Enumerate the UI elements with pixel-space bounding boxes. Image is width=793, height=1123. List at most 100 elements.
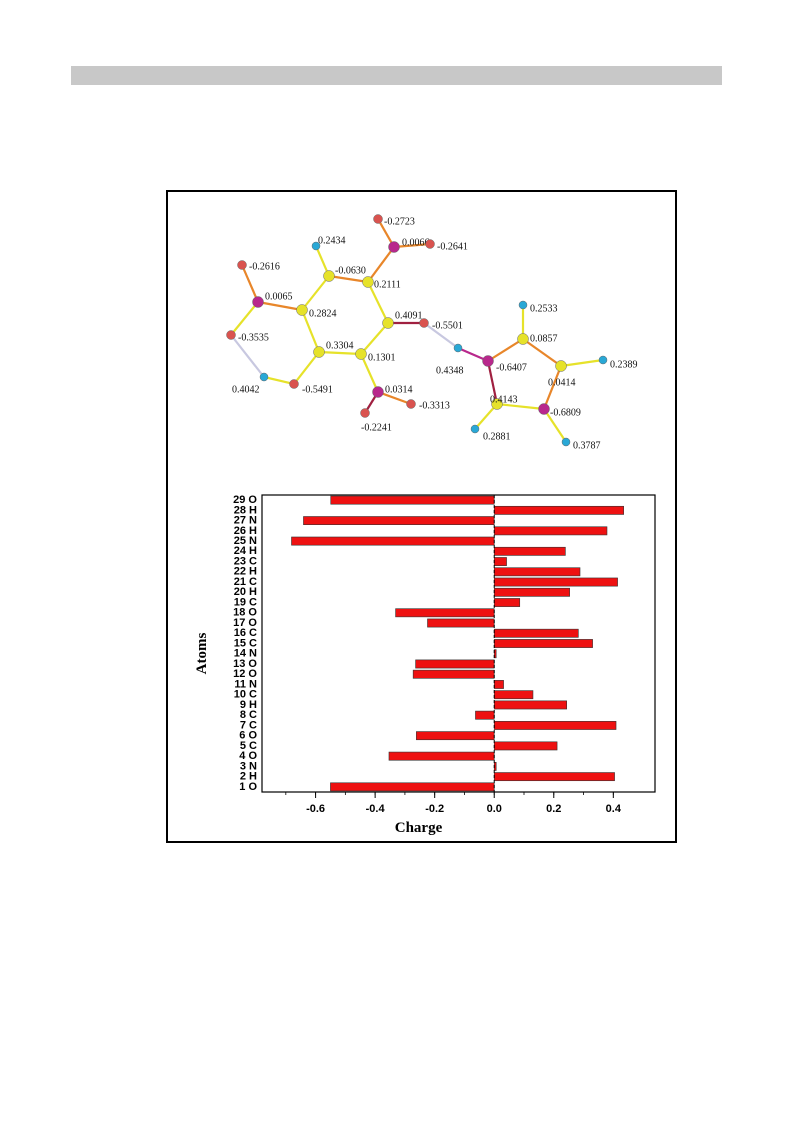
bar-15: [493, 639, 593, 648]
bar-20: [493, 587, 570, 597]
atom-3: [425, 239, 435, 249]
bar-24: [493, 546, 566, 556]
atom-charge-label-9: 0.2824: [309, 308, 337, 319]
atom-16: [289, 379, 299, 389]
bar-4: [388, 751, 495, 761]
atom-charge-label-1: -0.2723: [384, 216, 415, 227]
bar-6: [416, 731, 495, 741]
atom-charge-label-24: 0.0414: [548, 377, 576, 388]
atom-charge-label-25: 0.2389: [610, 359, 638, 370]
bond-a15-a16: [263, 375, 295, 386]
atom-4: [311, 241, 321, 251]
bond-a9-a13: [300, 309, 321, 353]
y-tick-label-29: 29 O: [233, 494, 257, 506]
atom-charge-label-19: -0.2241: [361, 422, 392, 433]
bar-11: [493, 680, 504, 689]
atom-25: [598, 355, 608, 365]
atom-1: [373, 214, 383, 224]
y-axis-title: Atoms: [194, 633, 210, 675]
atom-charge-label-3: -0.2641: [437, 241, 468, 252]
y-tick-label-22: 22 H: [234, 566, 257, 578]
bar-21: [493, 577, 618, 587]
bar-1: [330, 782, 495, 792]
atom-charge-label-7: -0.2616: [249, 261, 280, 272]
bar-22: [493, 567, 581, 577]
atom-charge-label-13: 0.3304: [326, 340, 354, 351]
y-tick-label-4: 4 O: [239, 750, 257, 762]
atom-27: [538, 403, 550, 415]
y-tick-label-7: 7 C: [240, 719, 257, 731]
bond-a21-a23: [487, 338, 524, 362]
bar-9: [493, 700, 567, 710]
y-tick-label-24: 24 H: [234, 545, 257, 557]
atom-2: [388, 241, 400, 253]
atom-13: [313, 346, 325, 358]
bar-8: [475, 710, 495, 720]
bar-10: [493, 690, 534, 700]
y-tick-label-12: 12 O: [233, 668, 257, 680]
bond-a27-a29: [543, 408, 567, 443]
bond-a2-a3: [393, 242, 431, 249]
x-tick-label-0: -0.6: [306, 803, 325, 815]
atom-14: [355, 348, 367, 360]
atom-29: [561, 437, 571, 447]
bond-a13-a14: [318, 350, 362, 356]
atom-20: [453, 343, 463, 353]
bond-a7-a8: [240, 264, 260, 303]
atom-charge-label-11: -0.5501: [432, 320, 463, 331]
atom-charge-label-27: -0.6809: [550, 407, 581, 418]
bar-26: [493, 526, 608, 536]
x-tick-label-1: -0.4: [366, 803, 386, 815]
y-tick-label-14: 14 N: [234, 648, 257, 660]
x-tick-label-4: 0.2: [546, 803, 561, 815]
figure-frame: -0.2723 0.0066 -0.2641 0.2434 -0.0630 0.2111 -…: [166, 190, 677, 843]
atom-charge-label-18: -0.3313: [419, 400, 450, 411]
y-tick-label-15: 15 C: [234, 637, 257, 649]
bar-5: [493, 741, 558, 751]
y-tick-label-27: 27 N: [234, 515, 257, 527]
atom-6: [362, 276, 374, 288]
y-tick-label-19: 19 C: [234, 596, 257, 608]
bonds: [230, 218, 604, 443]
atom-17: [372, 386, 384, 398]
atom-charge-label-17: 0.0314: [385, 384, 413, 395]
bond-a14-a17: [359, 353, 380, 393]
y-tick-label-11: 11 N: [234, 678, 257, 690]
bond-a6-a10: [367, 281, 389, 324]
bar-28: [493, 505, 624, 515]
y-tick-label-2: 2 H: [240, 771, 257, 783]
y-tick-label-18: 18 O: [233, 607, 257, 619]
atom-charge-label-8: 0.0065: [265, 291, 293, 302]
bond-a2-a6: [367, 246, 395, 283]
bar-18: [395, 608, 495, 618]
y-tick-label-26: 26 H: [234, 525, 257, 537]
y-tick-label-20: 20 H: [234, 586, 257, 598]
atom-charge-label-28: 0.2881: [483, 431, 511, 442]
atom-charge-label-26: 0.4143: [490, 394, 518, 405]
y-tick-label-1: 1 O: [239, 781, 257, 793]
atom-charge-label-5: -0.0630: [335, 265, 366, 276]
atom-charge-label-10: 0.4091: [395, 310, 423, 321]
atom-23: [517, 333, 529, 345]
bond-a11-a20: [423, 322, 459, 349]
bar-13: [415, 659, 495, 669]
x-tick-label-2: -0.2: [425, 803, 444, 815]
bond-a8-a12: [230, 301, 259, 336]
atom-26: [491, 398, 503, 410]
atom-5: [323, 270, 335, 282]
atoms: -0.2723 0.0066 -0.2641 0.2434 -0.0630 0.2111 -…: [226, 214, 638, 451]
atom-charge-label-21: -0.6407: [496, 362, 527, 373]
bond-a10-a14: [360, 322, 389, 355]
atom-28: [470, 424, 480, 434]
y-tick-label-13: 13 O: [233, 658, 257, 670]
atom-charge-label-2: 0.0066: [402, 237, 430, 248]
y-tick-label-23: 23 C: [234, 555, 257, 567]
bond-a24-a27: [542, 365, 563, 410]
bar-27: [303, 516, 495, 526]
atom-18: [406, 399, 416, 409]
bond-a13-a16: [293, 351, 320, 385]
atom-10: [382, 317, 394, 329]
y-tick-label-8: 8 C: [240, 709, 257, 721]
bar-7: [493, 721, 617, 730]
atom-charge-label-23: 0.0857: [530, 333, 558, 344]
